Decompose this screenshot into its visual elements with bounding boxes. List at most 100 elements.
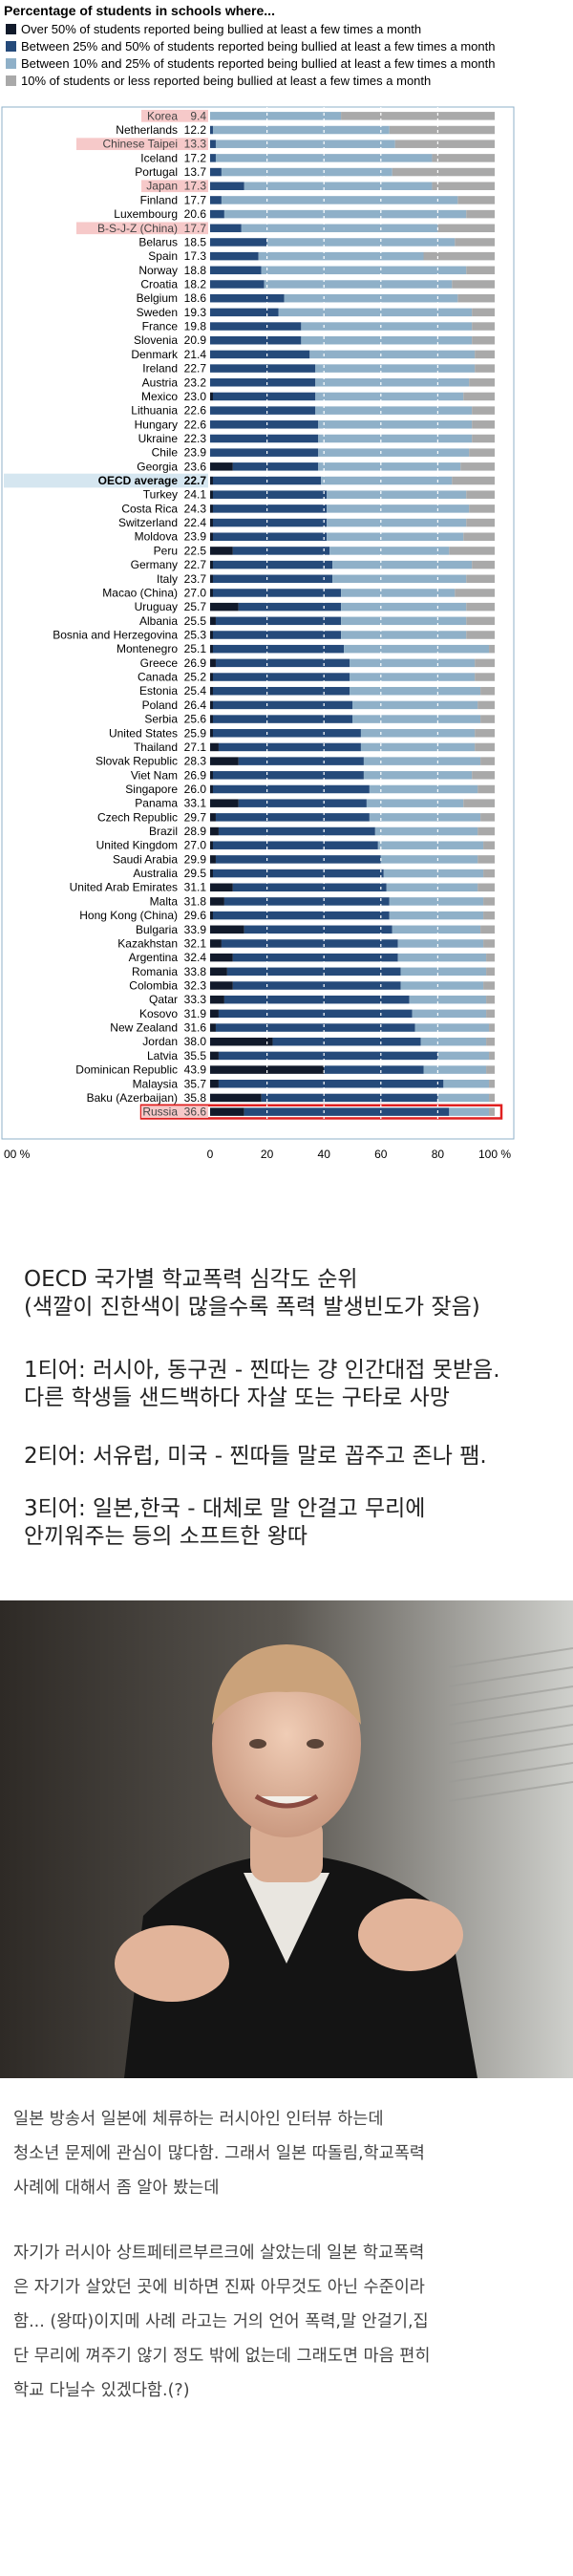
bar-segment: [212, 771, 364, 780]
bar-segment: [460, 462, 495, 471]
value-label: 17.2: [184, 151, 207, 164]
bar-segment: [266, 238, 456, 247]
country-label: Chile: [152, 446, 179, 460]
country-label: Macao (China): [102, 586, 178, 599]
country-label: Colombia: [129, 979, 178, 993]
bar-segment: [463, 392, 495, 401]
bar-segment: [238, 757, 364, 765]
value-label: 25.6: [184, 713, 207, 726]
bar-segment: [215, 616, 342, 626]
x-tick-60: 60: [374, 1148, 388, 1161]
bar-segment: [212, 392, 316, 401]
value-label: 17.7: [184, 222, 207, 235]
bar-segment: [397, 939, 484, 948]
bar-segment: [210, 293, 285, 303]
bar-segment: [210, 125, 213, 135]
bar-segment: [475, 658, 495, 668]
value-label: 25.5: [184, 614, 207, 628]
bar-segment: [360, 742, 476, 752]
bar-segment: [423, 251, 495, 261]
country-label: Brazil: [149, 825, 178, 838]
bar-segment: [210, 644, 213, 654]
caption-tier1: 1티어: 러시아, 동구권 - 찐따는 걍 인간대접 못받음. 다른 학생들 샌…: [24, 1358, 500, 1410]
bar-segment: [210, 883, 233, 891]
bar-segment: [212, 700, 352, 710]
value-label: 18.6: [184, 291, 207, 305]
bar-segment: [210, 364, 316, 373]
bar-segment: [221, 167, 393, 177]
legend-title: Percentage of students in schools where.…: [4, 3, 275, 18]
country-label: Canada: [138, 671, 178, 684]
country-label: Turkey: [143, 488, 178, 502]
bar-segment: [315, 406, 473, 415]
country-label: Chinese Taipei: [103, 138, 179, 151]
bar-segment: [210, 392, 213, 401]
value-label: 27.1: [184, 741, 207, 754]
value-label: 25.9: [184, 726, 207, 740]
bar-segment: [392, 925, 481, 934]
bar-segment: [210, 476, 213, 485]
bar-segment: [212, 729, 361, 738]
bar-segment: [210, 251, 259, 261]
value-label: 32.3: [184, 979, 207, 993]
value-label: 9.4: [190, 109, 206, 122]
bar-segment: [223, 995, 410, 1004]
caption-tier3: 3티어: 일본,한국 - 대체로 말 안걸고 무리에 안끼워주는 등의 소프트한…: [24, 1496, 426, 1549]
country-label: Bosnia and Herzegovina: [53, 629, 178, 642]
value-label: 23.7: [184, 572, 207, 586]
bar-segment: [466, 266, 495, 275]
bar-segment: [210, 504, 213, 513]
bar-segment: [489, 644, 495, 654]
bar-segment: [466, 490, 495, 499]
bar-segment: [210, 729, 213, 738]
country-label: Russia: [142, 1106, 178, 1119]
bar-segment: [489, 1080, 495, 1088]
x-tick-100: 100 %: [478, 1148, 511, 1161]
legend-swatch-1: [6, 24, 16, 34]
bar-segment: [210, 799, 239, 807]
bar-segment: [261, 266, 467, 275]
highlight-71: [141, 1106, 208, 1118]
bar-segment: [210, 631, 213, 639]
country-label: Italy: [157, 572, 178, 586]
country-label: Denmark: [131, 348, 179, 361]
country-label: Panama: [135, 797, 178, 810]
value-label: 27.0: [184, 839, 207, 852]
bar-segment: [210, 673, 213, 681]
country-label: Sweden: [137, 306, 178, 319]
country-label: Japan: [146, 180, 178, 193]
bar-segment: [423, 1065, 487, 1074]
bar-segment: [212, 631, 342, 639]
country-label: United Arab Emirates: [70, 881, 178, 894]
bar-segment: [210, 196, 222, 204]
country-label: Malta: [150, 894, 179, 908]
value-label: 18.8: [184, 264, 207, 277]
bar-segment: [261, 1093, 438, 1103]
country-label: Romania: [132, 965, 178, 978]
country-label: New Zealand: [110, 1021, 178, 1035]
bar-segment: [212, 911, 390, 920]
bar-segment: [483, 869, 495, 878]
bar-segment: [472, 335, 495, 345]
country-label: United Kingdom: [96, 839, 178, 852]
country-label: Mexico: [141, 390, 178, 403]
value-label: 23.6: [184, 460, 207, 473]
value-label: 20.9: [184, 333, 207, 347]
value-label: 17.3: [184, 180, 207, 193]
bar-segment: [472, 560, 495, 569]
plot-frame: [1, 106, 515, 1140]
bar-segment: [327, 504, 470, 513]
bar-segment: [389, 911, 484, 920]
bar-segment: [210, 547, 233, 555]
value-label: 25.3: [184, 629, 207, 642]
bar-segment: [210, 784, 213, 794]
bar-segment: [212, 673, 350, 681]
country-label: Spain: [148, 249, 178, 263]
bar-segment: [466, 209, 495, 219]
value-label: 25.2: [184, 671, 207, 684]
bar-segment: [215, 813, 370, 822]
bar-segment: [301, 335, 473, 345]
bar-segment: [210, 897, 224, 906]
bar-segment: [480, 757, 495, 765]
bar-segment: [212, 784, 370, 794]
